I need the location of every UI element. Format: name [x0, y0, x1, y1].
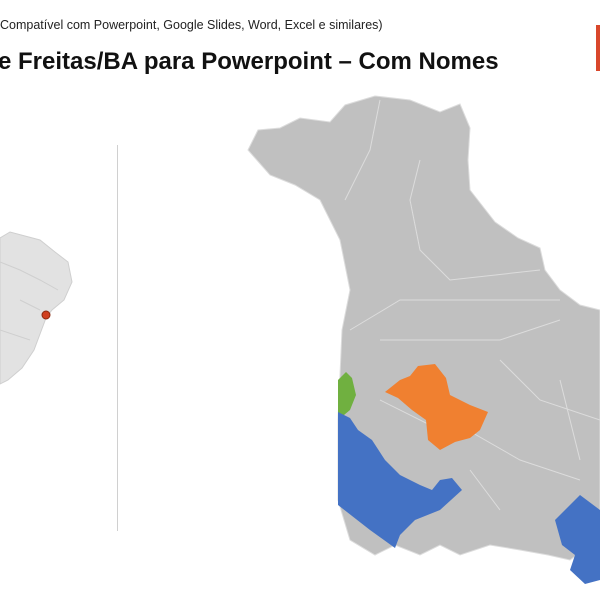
municipality-map	[247, 95, 600, 584]
slide-subtitle: Compatível com Powerpoint, Google Slides…	[0, 18, 383, 32]
slide-title: e Freitas/BA para Powerpoint – Com Nomes	[0, 48, 499, 75]
region-blue-west	[338, 412, 462, 548]
region-blue-east	[555, 495, 600, 584]
accent-bar	[596, 25, 600, 71]
location-dot-icon	[41, 310, 51, 320]
region-green	[338, 372, 356, 420]
brazil-locator-map	[0, 231, 73, 385]
divider	[117, 145, 118, 531]
region-orange	[385, 364, 488, 450]
